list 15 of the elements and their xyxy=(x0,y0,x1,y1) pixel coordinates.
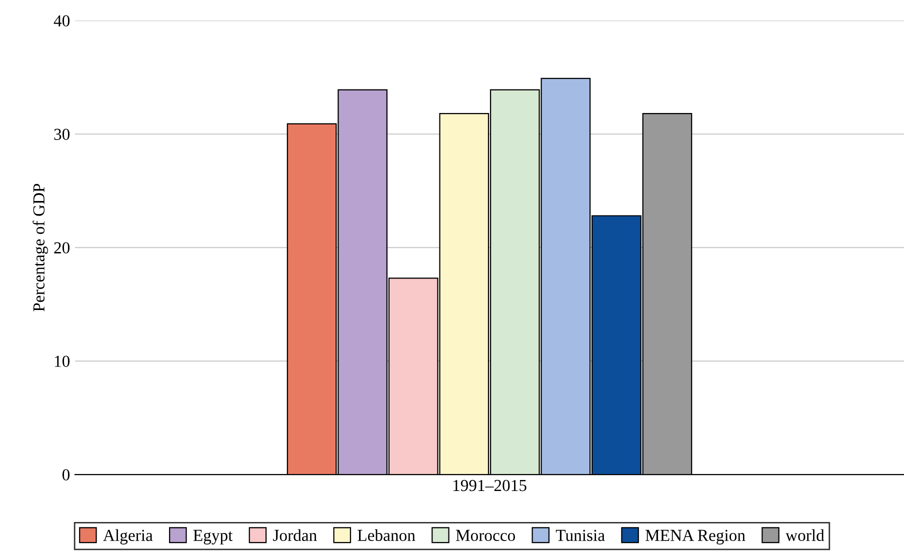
legend-label: Jordan xyxy=(273,529,317,542)
y-tick-label: 40 xyxy=(54,15,70,26)
y-tick-label: 30 xyxy=(54,128,70,140)
legend-label: MENA Region xyxy=(646,530,746,544)
y-tick-label: 10 xyxy=(54,356,70,367)
legend-label: Lebanon xyxy=(358,529,416,542)
legend-label: world xyxy=(786,529,824,542)
x-tick-label: 1991–2015 xyxy=(453,480,526,492)
legend-label: Algeria xyxy=(103,529,153,544)
y-tick-label: 0 xyxy=(62,469,70,480)
legend-label: Morocco xyxy=(456,530,515,542)
legend-label: Egypt xyxy=(193,530,233,544)
y-tick-label: 20 xyxy=(54,242,70,254)
y-axis-title: Percentage of GDP xyxy=(32,184,48,312)
legend-label: Tunisia xyxy=(556,530,605,542)
